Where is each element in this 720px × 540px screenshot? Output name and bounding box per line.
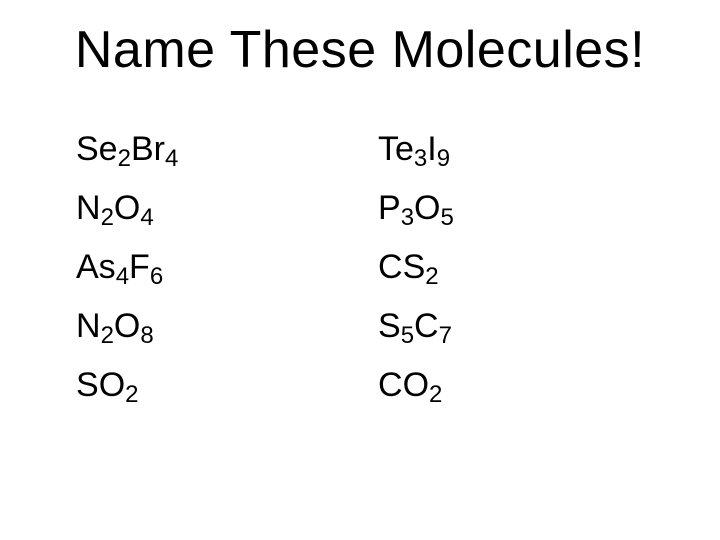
molecule-formula: SO2 <box>76 366 358 405</box>
element-symbol: N <box>76 307 101 345</box>
element-symbol: C <box>378 248 403 286</box>
element-subscript: 2 <box>125 381 138 408</box>
element-subscript: 2 <box>101 204 114 231</box>
element-subscript: 2 <box>118 145 131 172</box>
element-subscript: 5 <box>441 204 454 231</box>
element-subscript: 4 <box>140 204 153 231</box>
element-subscript: 3 <box>414 145 427 172</box>
element-symbol: C <box>414 307 439 345</box>
element-symbol: O <box>99 366 125 404</box>
molecule-formula: S5C7 <box>378 307 660 346</box>
element-symbol: Br <box>131 130 165 168</box>
element-subscript: 6 <box>150 263 163 290</box>
element-symbol: C <box>378 366 403 404</box>
element-subscript: 9 <box>437 145 450 172</box>
element-symbol: As <box>76 248 116 286</box>
molecule-formula: CO2 <box>378 366 660 405</box>
element-symbol: S <box>378 307 401 345</box>
element-symbol: Te <box>378 130 414 168</box>
page-title: Name These Molecules! <box>60 20 660 80</box>
element-subscript: 2 <box>101 322 114 349</box>
molecule-formula: N2O8 <box>76 307 358 346</box>
element-symbol: F <box>129 248 150 286</box>
element-symbol: N <box>76 189 101 227</box>
element-symbol: O <box>414 189 440 227</box>
element-subscript: 2 <box>425 263 438 290</box>
element-subscript: 4 <box>116 263 129 290</box>
element-symbol: S <box>403 248 426 286</box>
molecule-formula: CS2 <box>378 248 660 287</box>
slide: Name These Molecules! Se2Br4 Te3I9 N2O4 … <box>0 0 720 540</box>
molecule-formula: P3O5 <box>378 189 660 228</box>
element-symbol: I <box>427 130 436 168</box>
element-subscript: 7 <box>439 322 452 349</box>
molecule-formula: Se2Br4 <box>76 130 358 169</box>
element-symbol: Se <box>76 130 118 168</box>
element-subscript: 3 <box>401 204 414 231</box>
element-symbol: P <box>378 189 401 227</box>
molecule-grid: Se2Br4 Te3I9 N2O4 P3O5 As4F6 CS2 N2O8 S5… <box>60 130 660 405</box>
molecule-formula: As4F6 <box>76 248 358 287</box>
element-subscript: 5 <box>401 322 414 349</box>
element-symbol: S <box>76 366 99 404</box>
molecule-formula: N2O4 <box>76 189 358 228</box>
element-symbol: O <box>403 366 429 404</box>
element-symbol: O <box>114 307 140 345</box>
element-symbol: O <box>114 189 140 227</box>
element-subscript: 2 <box>429 381 442 408</box>
element-subscript: 8 <box>140 322 153 349</box>
element-subscript: 4 <box>165 145 178 172</box>
molecule-formula: Te3I9 <box>378 130 660 169</box>
